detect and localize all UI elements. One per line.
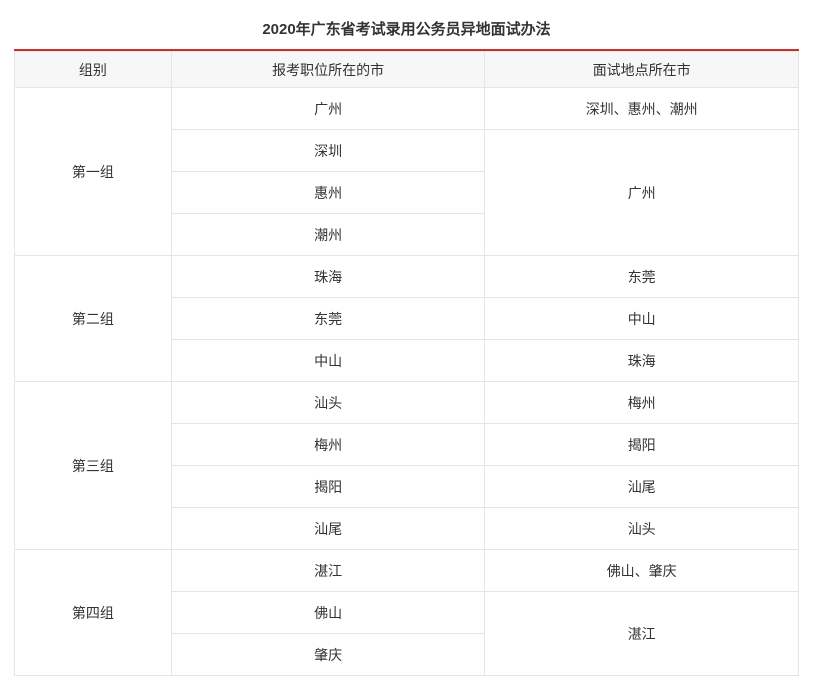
table-body: 第一组广州深圳、惠州、潮州深圳广州惠州潮州第二组珠海东莞东莞中山中山珠海第三组汕… — [15, 88, 799, 676]
interview-city-cell: 汕头 — [485, 508, 799, 550]
group-cell: 第四组 — [15, 550, 172, 676]
col-group: 组别 — [15, 52, 172, 88]
interview-city-cell: 梅州 — [485, 382, 799, 424]
table-row: 第一组广州深圳、惠州、潮州 — [15, 88, 799, 130]
apply-city-cell: 汕头 — [171, 382, 485, 424]
col-apply-city: 报考职位所在的市 — [171, 52, 485, 88]
group-cell: 第一组 — [15, 88, 172, 256]
interview-city-cell: 佛山、肇庆 — [485, 550, 799, 592]
apply-city-cell: 揭阳 — [171, 466, 485, 508]
interview-city-cell: 深圳、惠州、潮州 — [485, 88, 799, 130]
apply-city-cell: 深圳 — [171, 130, 485, 172]
apply-city-cell: 肇庆 — [171, 634, 485, 676]
apply-city-cell: 广州 — [171, 88, 485, 130]
interview-city-cell: 汕尾 — [485, 466, 799, 508]
apply-city-cell: 梅州 — [171, 424, 485, 466]
apply-city-cell: 惠州 — [171, 172, 485, 214]
table-row: 第四组湛江佛山、肇庆 — [15, 550, 799, 592]
apply-city-cell: 潮州 — [171, 214, 485, 256]
apply-city-cell: 中山 — [171, 340, 485, 382]
interview-table: 组别 报考职位所在的市 面试地点所在市 第一组广州深圳、惠州、潮州深圳广州惠州潮… — [14, 51, 799, 676]
apply-city-cell: 珠海 — [171, 256, 485, 298]
table-row: 第三组汕头梅州 — [15, 382, 799, 424]
interview-city-cell: 珠海 — [485, 340, 799, 382]
group-cell: 第二组 — [15, 256, 172, 382]
page-title: 2020年广东省考试录用公务员异地面试办法 — [14, 10, 799, 49]
apply-city-cell: 湛江 — [171, 550, 485, 592]
table-header-row: 组别 报考职位所在的市 面试地点所在市 — [15, 52, 799, 88]
apply-city-cell: 汕尾 — [171, 508, 485, 550]
group-cell: 第三组 — [15, 382, 172, 550]
interview-city-cell: 湛江 — [485, 592, 799, 676]
table-row: 第二组珠海东莞 — [15, 256, 799, 298]
interview-city-cell: 广州 — [485, 130, 799, 256]
interview-city-cell: 揭阳 — [485, 424, 799, 466]
apply-city-cell: 佛山 — [171, 592, 485, 634]
interview-city-cell: 东莞 — [485, 256, 799, 298]
col-interview-city: 面试地点所在市 — [485, 52, 799, 88]
interview-city-cell: 中山 — [485, 298, 799, 340]
apply-city-cell: 东莞 — [171, 298, 485, 340]
